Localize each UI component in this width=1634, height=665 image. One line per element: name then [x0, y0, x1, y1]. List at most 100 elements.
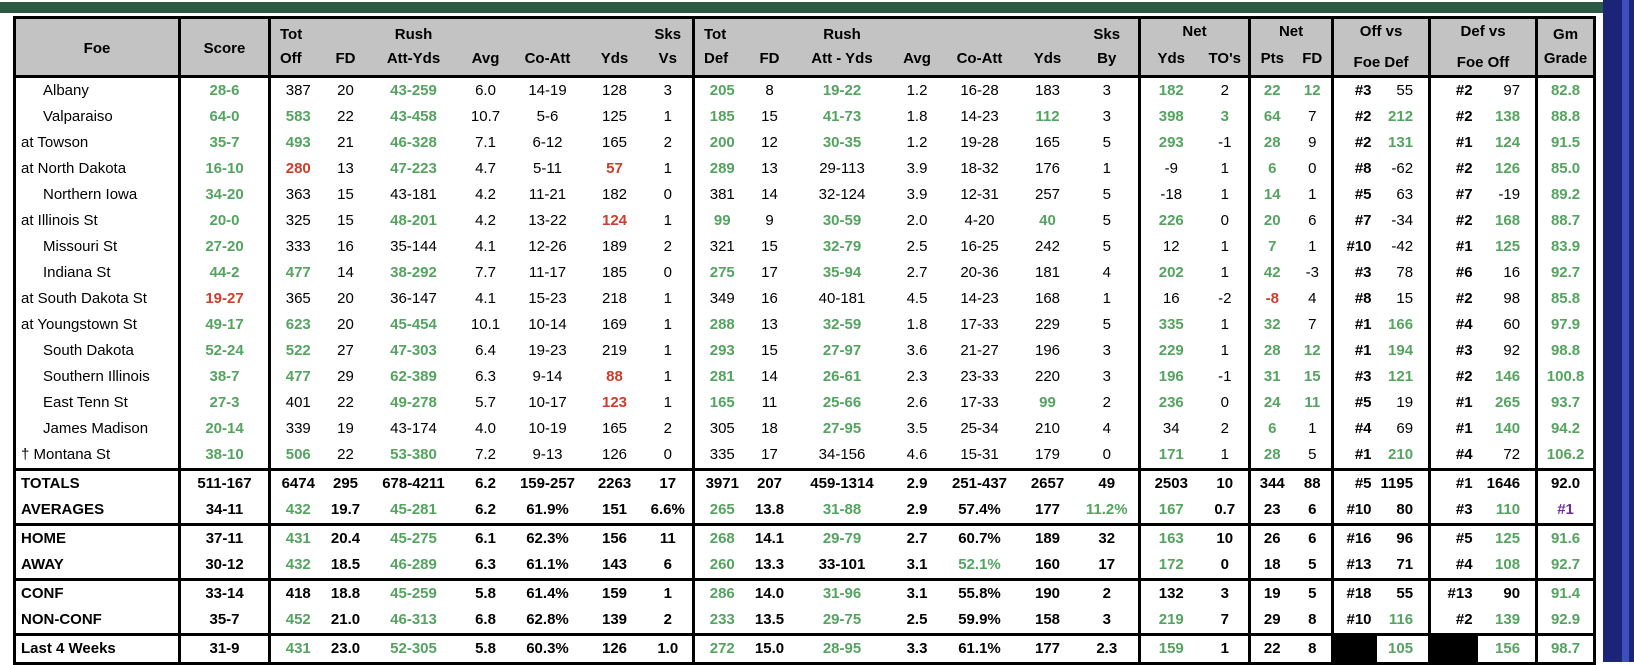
stat-cell: 2657 — [1019, 467, 1076, 497]
stat-cell: 43-458 — [365, 103, 462, 130]
stat-cell: 4 — [1075, 259, 1140, 286]
stat-cell: 6.3 — [461, 363, 510, 390]
stat-cell: 123 — [585, 389, 644, 416]
stat-cell: 2 — [643, 233, 694, 260]
column-header-gm: Gm — [1535, 17, 1595, 46]
stat-cell: 477 — [268, 363, 326, 390]
stat-cell: 15 — [325, 207, 366, 234]
stat-cell: #13 — [1428, 577, 1478, 607]
stat-cell: 3.6 — [894, 337, 940, 364]
foe-label: at North Dakota — [14, 155, 180, 182]
stat-cell: 4.7 — [461, 155, 510, 182]
stat-cell: 1646 — [1477, 467, 1537, 497]
stat-cell: 200 — [692, 129, 750, 156]
stat-cell: 1.2 — [894, 129, 940, 156]
stat-cell: 165 — [585, 129, 644, 156]
stat-cell: 33-101 — [789, 551, 895, 579]
stat-cell: 0 — [643, 259, 694, 286]
column-header-foe-def: Foe Def — [1331, 46, 1430, 76]
stat-cell: 8 — [749, 76, 790, 104]
stat-cell: 125 — [1477, 233, 1537, 260]
stat-cell: 6.4 — [461, 337, 510, 364]
stat-cell: 4.5 — [894, 285, 940, 312]
stat-cell: 242 — [1019, 233, 1076, 260]
stat-cell: 2 — [1075, 389, 1140, 416]
table-row-indiana-st: Indiana St 44-2 477 14 38-292 7.7 11-17 185 0 275… — [14, 259, 1595, 286]
stat-cell: 99 — [1019, 389, 1076, 416]
stat-cell: 7.2 — [461, 441, 510, 469]
stat-cell: 6.3 — [461, 551, 510, 579]
stat-cell: 16 — [1138, 285, 1202, 312]
column-header-by: By — [1075, 46, 1140, 76]
stat-cell: 71 — [1376, 551, 1430, 579]
stat-cell: 181 — [1019, 259, 1076, 286]
stat-cell: #1 — [1331, 337, 1377, 364]
table-row-non-conf: NON-CONF 35-7 452 21.0 46-313 6.8 62.8% 139 2 233… — [14, 606, 1595, 634]
stat-cell: 6.2 — [461, 496, 510, 524]
table-row-home: HOME 37-11 431 20.4 45-275 6.1 62.3% 156 11 268 14… — [14, 522, 1595, 552]
stat-cell: #3 — [1428, 496, 1478, 524]
stat-cell: 126 — [1477, 155, 1537, 182]
stat-cell: 6 — [1293, 207, 1333, 234]
stat-cell: 15 — [749, 233, 790, 260]
stat-cell: 236 — [1138, 389, 1202, 416]
stat-cell: 14 — [325, 259, 366, 286]
stat-cell: 432 — [268, 496, 326, 524]
stat-cell: 62.8% — [509, 606, 586, 634]
column-header-blank — [325, 17, 366, 46]
stat-cell: 2 — [1201, 76, 1250, 104]
stat-cell: 92 — [1477, 337, 1537, 364]
stat-cell: 37-11 — [178, 522, 270, 552]
column-header-tot: Tot — [268, 17, 326, 46]
stat-cell: 381 — [692, 181, 750, 208]
stat-cell: 126 — [585, 441, 644, 469]
stat-cell: 3 — [1201, 103, 1250, 130]
stat-cell: 19.7 — [325, 496, 366, 524]
stat-cell: 185 — [692, 103, 750, 130]
stat-cell: -8 — [1248, 285, 1294, 312]
stat-cell: 20 — [325, 311, 366, 338]
stat-cell: 108 — [1477, 551, 1537, 579]
stat-cell: 13-22 — [509, 207, 586, 234]
foe-label: Albany — [14, 76, 180, 104]
stat-cell: 14-23 — [939, 103, 1020, 130]
stat-cell: 61.1% — [939, 632, 1020, 663]
stat-cell: 2263 — [585, 467, 644, 497]
stat-cell: 30-59 — [789, 207, 895, 234]
stat-cell: 6474 — [268, 467, 326, 497]
stat-cell: 26-61 — [789, 363, 895, 390]
stat-cell: 121 — [1376, 363, 1430, 390]
stat-cell: 94.2 — [1535, 415, 1595, 442]
stat-cell: 12 — [1293, 76, 1333, 104]
stat-cell: 431 — [268, 522, 326, 552]
stat-cell: 61.4% — [509, 577, 586, 607]
stat-cell: 29-113 — [789, 155, 895, 182]
stat-cell: 1 — [643, 337, 694, 364]
column-header-avg: Avg — [461, 46, 510, 76]
stat-cell: #8 — [1331, 155, 1377, 182]
stat-cell: #1 — [1331, 441, 1377, 469]
stat-cell: 112 — [1019, 103, 1076, 130]
stat-cell: 275 — [692, 259, 750, 286]
stat-cell: 260 — [692, 551, 750, 579]
stat-cell: 14.1 — [749, 522, 790, 552]
foe-label: South Dakota — [14, 337, 180, 364]
stat-cell: 60.3% — [509, 632, 586, 663]
right-accent-stripe — [1622, 0, 1629, 662]
stat-cell: 43-181 — [365, 181, 462, 208]
stat-cell: 31-9 — [178, 632, 270, 663]
stat-cell: 27-20 — [178, 233, 270, 260]
stat-cell: 20 — [325, 285, 366, 312]
column-header-att-yds: Att - Yds — [789, 46, 895, 76]
stat-cell: #1 — [1428, 467, 1478, 497]
stat-cell: 32-79 — [789, 233, 895, 260]
stat-cell: 6.6% — [643, 496, 694, 524]
stat-cell: 38-7 — [178, 363, 270, 390]
foe-label: CONF — [14, 577, 180, 607]
stat-cell: 177 — [1019, 632, 1076, 663]
stat-cell: 293 — [692, 337, 750, 364]
stat-cell: 1 — [1201, 233, 1250, 260]
stat-cell: 28-95 — [789, 632, 895, 663]
stat-cell: 14.0 — [749, 577, 790, 607]
stat-cell: 22 — [325, 389, 366, 416]
